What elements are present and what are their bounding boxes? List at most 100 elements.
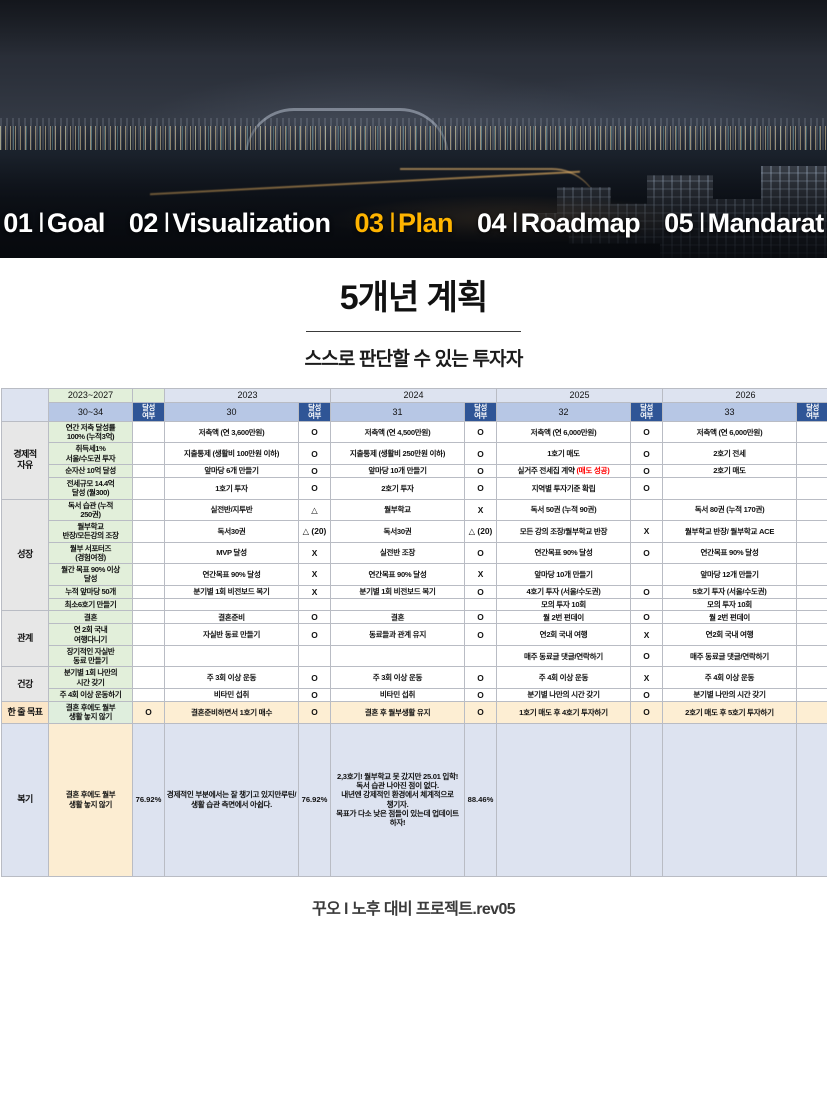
table-row: 장기적인 자실반 동료 만들기 매주 동료글 댓글/연락하기 O 매주 동료글 댓글/연… [2, 644, 827, 668]
achieved-cell [796, 442, 827, 465]
achieved-cell: O [298, 623, 331, 646]
table-row: 건강 분기별 1회 나만의 시간 갖기 주 3회 이상 운동 O 주 3회 이상 운동 O 주… [1, 666, 827, 703]
achieved-cell: O [298, 687, 331, 703]
five-year-goal-cell: 월부 서포터즈 (경험여정) [48, 541, 133, 565]
nav-number-02: 02 [128, 207, 159, 238]
review-row: 복기 결혼 후에도 월부 생활 놓지 않기 76.92% 경제적인 부분에서는 잘 챙기… [1, 722, 827, 877]
achieved-cell: X [630, 520, 663, 543]
goal-achieved-cell [132, 687, 165, 703]
achieved-cell [298, 597, 331, 612]
plan-cell: 독서30권 [330, 520, 465, 543]
nav-item-roadmap[interactable]: 04 l Roadmap [477, 207, 641, 239]
title-divider [306, 331, 521, 333]
nav-number-04: 04 [477, 207, 507, 238]
hero-banner: 01 l Goal 02 l Visualization 03 l Plan 04 l Road… [0, 0, 827, 258]
achieved-label-line2: 여부 [640, 411, 653, 421]
achieved-cell: △ (20) [464, 520, 497, 543]
goal-achieved-cell [132, 463, 165, 479]
achieved-label-line1: 달성 [474, 403, 487, 413]
plan-cell: 1호기 투자 [164, 477, 299, 500]
goal-achieved-cell [132, 477, 165, 500]
table-row: 월간 목표 90% 이상 달성 연간목표 90% 달성 X 연간목표 90% 달성 X 앞마… [2, 563, 827, 586]
achieved-cell: O [464, 666, 497, 689]
plan-cell-highlight: (매도 성공) [576, 466, 610, 476]
plan-cell: 앞마당 12개 만들기 [662, 563, 797, 586]
nav-item-visualization[interactable]: 02 l Visualization [129, 208, 331, 239]
category-line1: 관계 [17, 633, 33, 644]
goal-line2: 250권) [80, 509, 101, 519]
five-year-goal-cell: 월간 목표 90% 이상 달성 [48, 563, 133, 586]
nav-label-roadmap: Roadmap [520, 207, 641, 238]
plan-cell: 월 2번 펀데이 [496, 610, 631, 625]
header-range-label: 2023~2027 [48, 388, 133, 404]
goal-achieved-cell [132, 520, 165, 543]
achieved-cell: O [464, 610, 497, 625]
achieved-cell [796, 597, 827, 612]
goal-line1: 연 2회 국내 [73, 625, 108, 635]
plan-cell: 독서30권 [164, 520, 299, 543]
achieved-cell: X [630, 623, 663, 646]
plan-cell: 결혼준비하면서 1호기 매수 [164, 701, 299, 724]
category-label-2: 관계 [1, 610, 49, 668]
goal-line1: 순자산 10억 달성 [65, 466, 116, 476]
achieved-cell [796, 584, 827, 599]
plan-cell: 지역별 투자기준 확립 [496, 477, 631, 500]
section-nav[interactable]: 01 l Goal 02 l Visualization 03 l Plan 04 l Road… [0, 192, 827, 258]
achieved-cell [796, 666, 827, 689]
nav-item-goal[interactable]: 01 l Goal [3, 208, 105, 239]
plan-cell: 분기별 나만의 시간 갖기 [662, 687, 797, 703]
achieved-cell: O [298, 701, 331, 724]
column-header-age-range: 30~34 [48, 402, 133, 422]
plan-cell: 분기별 1회 비전보드 복기 [164, 584, 299, 599]
plan-cell: 비타민 섭취 [164, 687, 299, 703]
goal-achieved-cell [132, 666, 165, 689]
review-label: 복기 [1, 722, 49, 877]
goal-achieved-cell [132, 597, 165, 612]
one-line-goal-achieved: O [132, 701, 165, 724]
achieved-cell [298, 644, 331, 668]
plan-cell: 주 3회 이상 운동 [164, 666, 299, 689]
plan-cell: 월 2번 펀데이 [662, 610, 797, 625]
achieved-label-line2: 여부 [474, 411, 487, 421]
achieved-label-line1: 달성 [142, 403, 155, 413]
plan-cell: 연간목표 90% 달성 [164, 563, 299, 586]
nav-item-mandarat[interactable]: 05 l Mandarat [664, 208, 824, 239]
goal-line2: 여행다니기 [74, 634, 107, 644]
table-row: 순자산 10억 달성 앞마당 6개 만들기 O 앞마당 10개 만들기 O 실거주 전세집… [2, 463, 827, 479]
achieved-cell: X [298, 541, 331, 565]
plan-cell: 실전반/지투반 [164, 498, 299, 522]
review-note-line: 2,3호기! 월부학교 못 갔지만 25.01 입학! [337, 771, 458, 781]
goal-line1: 연간 저축 달성률 [65, 422, 116, 432]
five-year-goal-cell: 누적 앞마당 50개 [48, 584, 133, 599]
goal-line2: 서울/수도권 투자 [65, 453, 116, 463]
table-row: 경제적 자유 연간 저축 달성률 100% (누적3억) 저축액 (연 3,600만원)… [1, 420, 827, 500]
achieved-label-line1: 달성 [640, 403, 653, 413]
goal-line2: 100% (누적3억) [66, 432, 115, 442]
nav-number-03: 03 [354, 207, 384, 238]
achieved-label-line1: 달성 [308, 403, 321, 413]
column-header-achieved-2024: 달성 여부 [464, 402, 497, 422]
achieved-cell: O [464, 687, 497, 703]
achieved-label-line2: 여부 [142, 411, 155, 421]
achieved-cell: O [298, 477, 331, 500]
category-line1: 건강 [17, 678, 33, 689]
achieved-cell: O [630, 477, 663, 500]
nav-item-plan[interactable]: 03 l Plan [354, 208, 453, 239]
achieved-cell [630, 498, 663, 522]
plan-cell: 연2회 국내 여행 [662, 623, 797, 646]
column-header-age-33: 33 [662, 402, 797, 422]
plan-cell: 저축액 (연 6,000만원) [496, 420, 631, 444]
plan-cell: 지출통제 (생활비 250만원 이하) [330, 442, 465, 465]
plan-cell: 모의 투자 10회 [662, 597, 797, 612]
table-row: 연 2회 국내 여행다니기 자실반 동료 만들기 O 동료들과 관계 유지 O 연2회 국내… [2, 623, 827, 646]
plan-cell: 2호기 전세 [662, 442, 797, 465]
column-header-achieved-range: 달성 여부 [132, 402, 165, 422]
table-row: 월부학교 반장/모든강의 조장 독서30권 △ (20) 독서30권 △ (20) 모든 강… [2, 520, 827, 543]
five-year-plan-table-wrap: 2023~20272023202420252026202730~34달성여부30… [0, 388, 827, 877]
achieved-cell: O [464, 701, 497, 724]
achieved-cell: O [630, 463, 663, 479]
review-five-year-goal: 결혼 후에도 월부 생활 놓지 않기 [48, 722, 133, 877]
plan-cell: 연간목표 90% 달성 [330, 563, 465, 586]
table-header: 2023~20272023202420252026202730~34달성여부30… [1, 388, 827, 422]
achieved-cell: O [464, 477, 497, 500]
